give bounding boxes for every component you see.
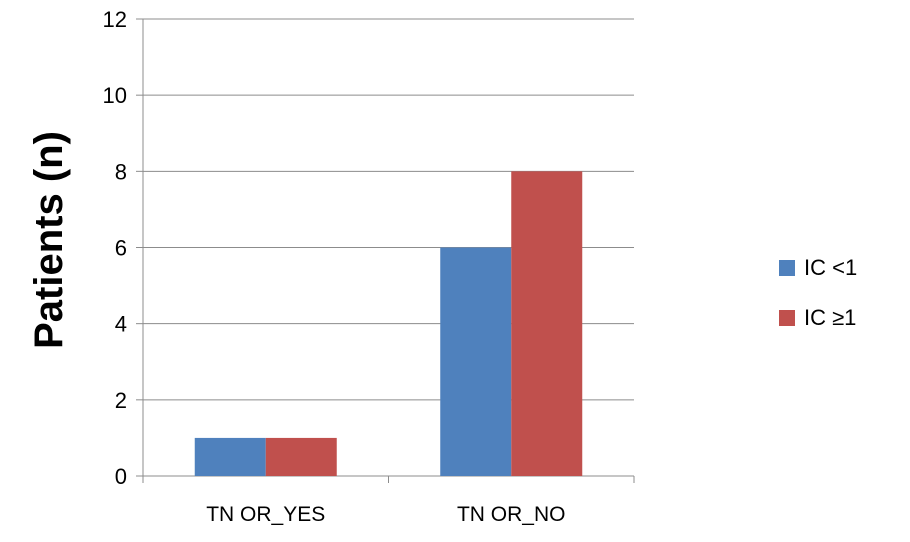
x-category-labels: TN OR_YES TN OR_NO [206,503,565,526]
y-tick-label: 0 [115,464,127,489]
y-axis-label: Patients (n) [27,131,71,349]
legend-swatch [779,310,795,326]
y-tick-labels: 0 2 4 6 8 10 12 [103,7,127,489]
legend-swatch [779,260,795,276]
y-tick-label: 12 [103,7,127,32]
y-tick-label: 6 [115,236,127,261]
bar [194,437,266,476]
y-tick-label: 10 [103,83,127,108]
legend: IC <1 IC ≥1 [779,255,857,330]
legend-label: IC ≥1 [804,305,856,330]
legend-label: IC <1 [804,255,857,280]
y-tick-label: 8 [115,159,127,184]
x-category-label: TN OR_NO [457,503,566,526]
bar [440,247,512,476]
bar [265,437,337,476]
bar [511,171,583,477]
y-tick-label: 4 [115,312,127,337]
bars [194,171,583,477]
x-category-label: TN OR_YES [206,503,325,526]
y-tick-label: 2 [115,388,127,413]
